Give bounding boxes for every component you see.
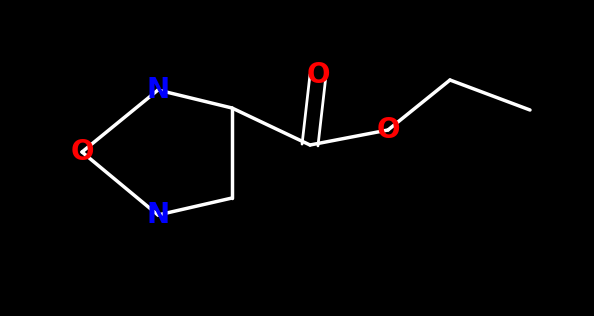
Text: O: O [376, 116, 400, 144]
Text: N: N [147, 201, 169, 229]
Text: N: N [147, 76, 169, 104]
Text: O: O [70, 138, 94, 166]
Text: O: O [307, 61, 330, 89]
